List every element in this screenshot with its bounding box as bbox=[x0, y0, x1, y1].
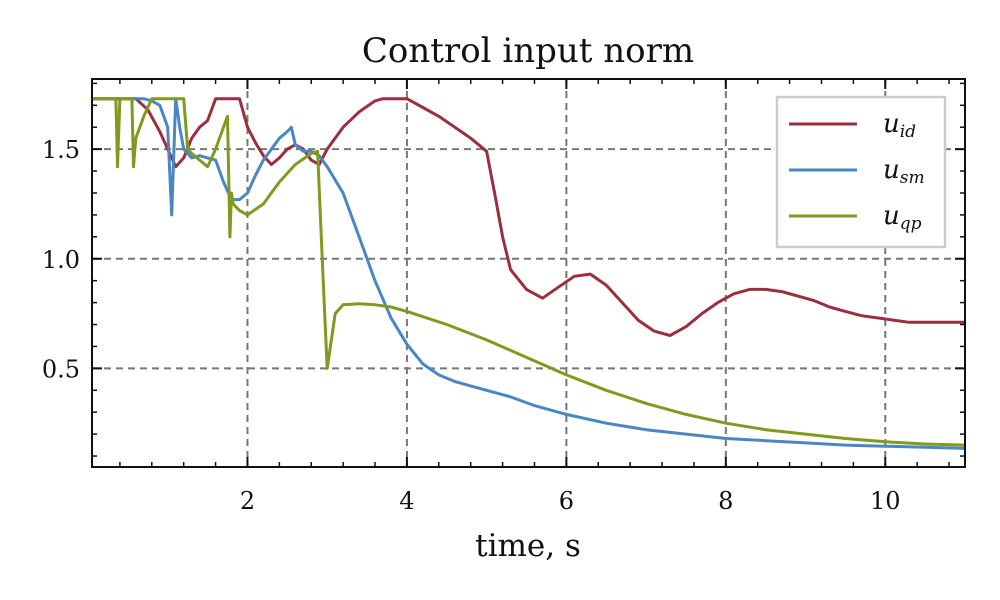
legend-label-u-id: uid bbox=[883, 109, 916, 142]
ticks: 2 4 6 8 10 0.5 1.0 1.5 bbox=[42, 79, 965, 515]
x-axis-label: time, s bbox=[475, 528, 581, 564]
legend-label-u-qp: uqp bbox=[883, 201, 922, 234]
x-tick-label: 8 bbox=[718, 487, 733, 515]
y-tick-label: 1.5 bbox=[42, 136, 80, 164]
legend: uid usm uqp bbox=[775, 95, 947, 249]
series-line-u-qp bbox=[92, 97, 965, 447]
y-tick-label: 0.5 bbox=[42, 355, 80, 383]
series-line-u-sm bbox=[92, 97, 965, 450]
x-tick-label: 10 bbox=[870, 487, 901, 515]
x-tick-label: 2 bbox=[240, 487, 255, 515]
y-tick-label: 1.0 bbox=[42, 246, 80, 274]
x-tick-label: 4 bbox=[399, 487, 414, 515]
chart-title: Control input norm bbox=[362, 31, 694, 71]
grid bbox=[92, 79, 965, 467]
legend-label-u-sm: usm bbox=[883, 155, 925, 188]
plot-frame bbox=[91, 78, 966, 468]
legend-box bbox=[775, 95, 947, 249]
series-layer bbox=[92, 97, 965, 450]
x-tick-label: 6 bbox=[559, 487, 574, 515]
series-line-u-id bbox=[92, 97, 965, 337]
